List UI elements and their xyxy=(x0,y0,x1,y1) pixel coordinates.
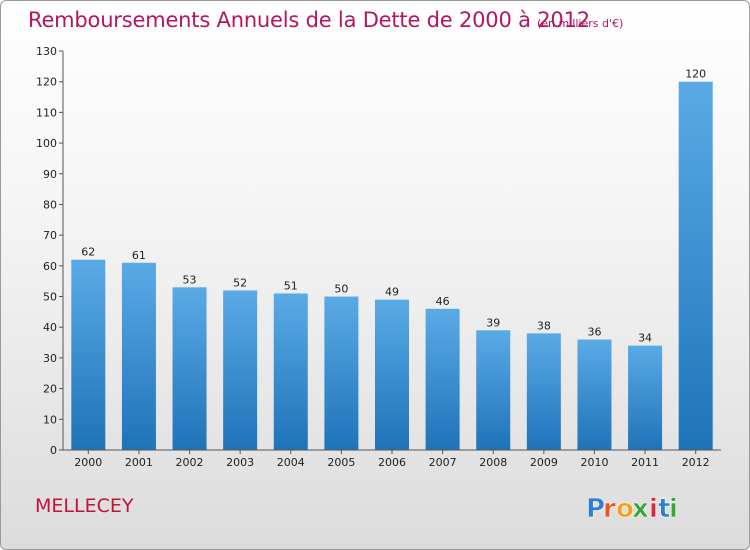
bar-2001 xyxy=(121,262,156,450)
x-tick-label: 2010 xyxy=(580,456,608,469)
bar-2006 xyxy=(375,299,409,450)
bar-2007 xyxy=(425,308,460,450)
x-tick-label: 2012 xyxy=(682,456,710,469)
data-label: 39 xyxy=(486,316,500,329)
x-tick-label: 2009 xyxy=(530,456,558,469)
x-tick-label: 2004 xyxy=(277,456,305,469)
y-tick-label: 70 xyxy=(43,229,57,242)
x-tick-label: 2001 xyxy=(125,456,153,469)
y-tick-label: 50 xyxy=(43,291,57,304)
brand-letter: i xyxy=(649,494,658,524)
x-tick-label: 2002 xyxy=(176,456,204,469)
proxiti-wordmark: Pr ox i ti xyxy=(586,494,679,525)
y-tick-label: 10 xyxy=(43,413,57,426)
commune-name: MELLECEY xyxy=(35,495,134,517)
axis-layer: 0 10 20 30 40 50 60 70 80 90 100 110 120 130 2000 2001 2… xyxy=(36,45,721,469)
brand-letter: x xyxy=(632,494,649,524)
y-tick-label: 110 xyxy=(36,106,57,119)
x-tick-label: 2011 xyxy=(631,456,659,469)
data-label: 49 xyxy=(385,286,399,299)
bars-layer: 62 61 53 52 51 50 49 46 39 38 36 34 120 xyxy=(71,68,713,450)
data-label: 50 xyxy=(334,283,348,296)
bar-2005 xyxy=(324,296,359,450)
data-label: 120 xyxy=(685,68,706,81)
x-tick-label: 2007 xyxy=(429,456,457,469)
brand-letter: i xyxy=(669,494,678,524)
x-tick-label: 2000 xyxy=(74,456,102,469)
brand-letter: o xyxy=(616,494,634,524)
x-tick-label: 2005 xyxy=(327,456,355,469)
bar-2010 xyxy=(577,339,612,450)
bar-2003 xyxy=(223,290,258,450)
y-tick-label: 130 xyxy=(36,45,57,58)
bar-2009 xyxy=(526,333,561,450)
bar-2011 xyxy=(628,345,663,450)
data-label: 52 xyxy=(233,276,247,289)
bar-2012 xyxy=(678,81,713,450)
chart-title: Remboursements Annuels de la Dette de 20… xyxy=(28,8,590,32)
data-label: 34 xyxy=(638,332,652,345)
data-label: 53 xyxy=(183,273,197,286)
data-label: 51 xyxy=(284,279,298,292)
x-tick-label: 2003 xyxy=(226,456,254,469)
y-tick-label: 20 xyxy=(43,383,57,396)
y-tick-label: 0 xyxy=(50,444,57,457)
brand-letter: t xyxy=(658,494,670,524)
y-tick-label: 60 xyxy=(43,260,57,273)
data-label: 46 xyxy=(436,295,450,308)
bar-2002 xyxy=(172,287,207,450)
y-tick-label: 80 xyxy=(43,198,57,211)
data-label: 61 xyxy=(132,249,146,262)
x-tick-label: 2008 xyxy=(479,456,507,469)
y-tick-label: 90 xyxy=(43,168,57,181)
chart-subtitle: (en milliers d'€) xyxy=(537,17,624,30)
y-tick-label: 30 xyxy=(43,352,57,365)
bar-2000 xyxy=(71,259,106,450)
x-tick-label: 2006 xyxy=(378,456,406,469)
brand-letter: P xyxy=(586,494,605,524)
data-label: 36 xyxy=(587,326,601,339)
y-tick-label: 120 xyxy=(36,76,57,89)
y-tick-label: 40 xyxy=(43,321,57,334)
y-tick-label: 100 xyxy=(36,137,57,150)
data-label: 38 xyxy=(537,319,551,332)
brand-letter: r xyxy=(603,494,616,524)
bar-2004 xyxy=(273,293,308,450)
data-label: 62 xyxy=(81,246,95,259)
bar-2008 xyxy=(476,330,511,450)
